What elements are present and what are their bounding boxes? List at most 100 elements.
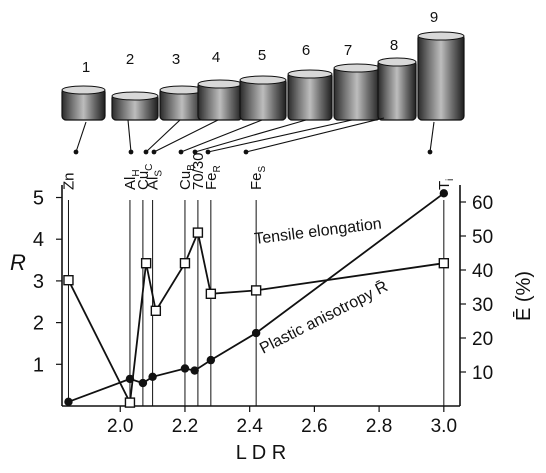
leader-dot-6: [192, 149, 198, 155]
material-label-6: FeR: [203, 165, 223, 190]
cup-6: [287, 71, 333, 121]
leader-line-4: [153, 119, 219, 153]
material-label-subscript: H: [131, 169, 142, 176]
leader-dot-3: [143, 149, 149, 155]
cup-number-8: 8: [390, 37, 398, 54]
cup-7: [333, 65, 381, 121]
material-label-text: T: [436, 181, 453, 190]
y-right-tick-label-3: 40: [472, 261, 493, 282]
y-right-ticks: 10 20 30 40 50 60: [460, 193, 493, 384]
cup-number-1: 1: [82, 59, 90, 76]
cup-rim-1: [61, 85, 106, 95]
material-label-text: Al: [145, 177, 162, 190]
series: [63, 189, 450, 408]
leader-dot-9: [427, 149, 433, 155]
series-0-point-8: [438, 258, 450, 269]
leader-line-2: [127, 119, 132, 153]
x-tick-label-0: 2.0: [107, 416, 133, 437]
material-label-text: 70/30: [190, 152, 207, 190]
y-right-tick-label-5: 60: [472, 193, 493, 214]
material-label-subscript: S: [257, 165, 268, 172]
leader-line-7: [207, 119, 353, 153]
series-0-point-3: [150, 305, 162, 316]
leader-dot-5: [178, 149, 184, 155]
y-axis-left-label: R: [10, 250, 26, 275]
x-axis-label: L D R: [236, 442, 286, 464]
leader-line-9: [429, 121, 435, 153]
series-1-point-6: [206, 355, 216, 365]
y-axis-right-label: Ē (%): [512, 271, 535, 321]
cup-number-9: 9: [430, 9, 438, 26]
x-tick-label-3: 2.6: [301, 416, 327, 437]
series-1-point-4: [180, 364, 190, 373]
cup-number-4: 4: [212, 49, 220, 66]
cup-number-2: 2: [126, 51, 134, 68]
leader-dot-4: [151, 149, 157, 155]
x-tick-label-4: 2.8: [366, 416, 392, 437]
leader-line-5: [180, 119, 263, 153]
material-label-8: Ti: [436, 179, 456, 190]
cup-rim-8: [377, 57, 417, 67]
y-left-tick-label-0: 1: [33, 354, 44, 376]
series-0-point-1: [124, 397, 136, 408]
material-label-subscript: R: [212, 165, 223, 172]
drop-lines: [67, 200, 445, 406]
series-0-point-7: [250, 285, 262, 296]
material-label-text: Cu: [177, 171, 194, 190]
cup-8: [377, 59, 417, 121]
series-1-point-3: [148, 372, 157, 382]
material-label-subscript: S: [154, 170, 165, 177]
cup-rim-9: [417, 31, 465, 41]
series-0-point-2: [140, 258, 152, 269]
series-1-point-1: [125, 374, 135, 384]
x-tick-label-5: 3.0: [431, 416, 457, 437]
series-0-point-4: [179, 258, 191, 269]
cup-number-5: 5: [258, 47, 266, 64]
material-label-7: FeS: [248, 165, 268, 190]
material-label-4: CuB: [177, 164, 197, 190]
material-label-text: Fe: [248, 172, 265, 190]
leader-line-1: [75, 121, 87, 153]
x-ticks: 2.0 2.2 2.4 2.6 2.8 3.0: [107, 406, 457, 437]
material-label-subscript: i: [445, 179, 456, 181]
material-label-text: Al: [122, 177, 139, 190]
y-left-tick-label-2: 3: [33, 271, 44, 293]
material-label-0: Zn: [60, 172, 77, 190]
x-tick-label-2: 2.4: [236, 416, 263, 437]
material-label-subscript: C: [144, 164, 155, 171]
cup-rim-5: [239, 75, 287, 85]
cup-number-7: 7: [344, 42, 352, 59]
leader-line-6: [194, 119, 307, 153]
series-0-point-6: [205, 288, 217, 299]
series-0-point-0: [63, 275, 74, 286]
material-label-subscript: B: [186, 164, 197, 171]
cup-rim-4: [197, 79, 243, 89]
series-label-elongation: Tensile elongation: [253, 215, 382, 247]
material-label-text: Zn: [60, 172, 77, 190]
x-tick-label-1: 2.2: [172, 416, 198, 437]
series-1-point-2: [138, 378, 148, 388]
series-1-point-7: [251, 328, 261, 338]
cup-number-6: 6: [302, 42, 310, 59]
cup-9: [417, 33, 465, 121]
y-right-tick-label-0: 10: [472, 363, 493, 384]
y-right-tick-label-1: 20: [472, 329, 493, 350]
cups-photo: 1 2 3 4 5 6 7 8 9: [61, 9, 465, 121]
leader-dot-1: [73, 149, 79, 155]
cup-rim-6: [287, 69, 333, 79]
y-right-tick-label-4: 50: [472, 227, 493, 248]
leader-lines: [73, 117, 435, 155]
material-label-2: CuC: [135, 164, 155, 190]
material-label-text: Cu: [135, 171, 152, 190]
y-left-ticks: 1 2 3 4 5: [33, 188, 62, 376]
series-1-point-0: [64, 397, 73, 407]
material-label-5: 70/30: [190, 152, 207, 190]
cup-rim-2: [111, 91, 159, 101]
material-label-1: AlH: [122, 169, 142, 190]
y-left-tick-label-1: 2: [33, 313, 44, 335]
leader-line-3: [145, 119, 181, 153]
cup-number-3: 3: [172, 51, 180, 68]
